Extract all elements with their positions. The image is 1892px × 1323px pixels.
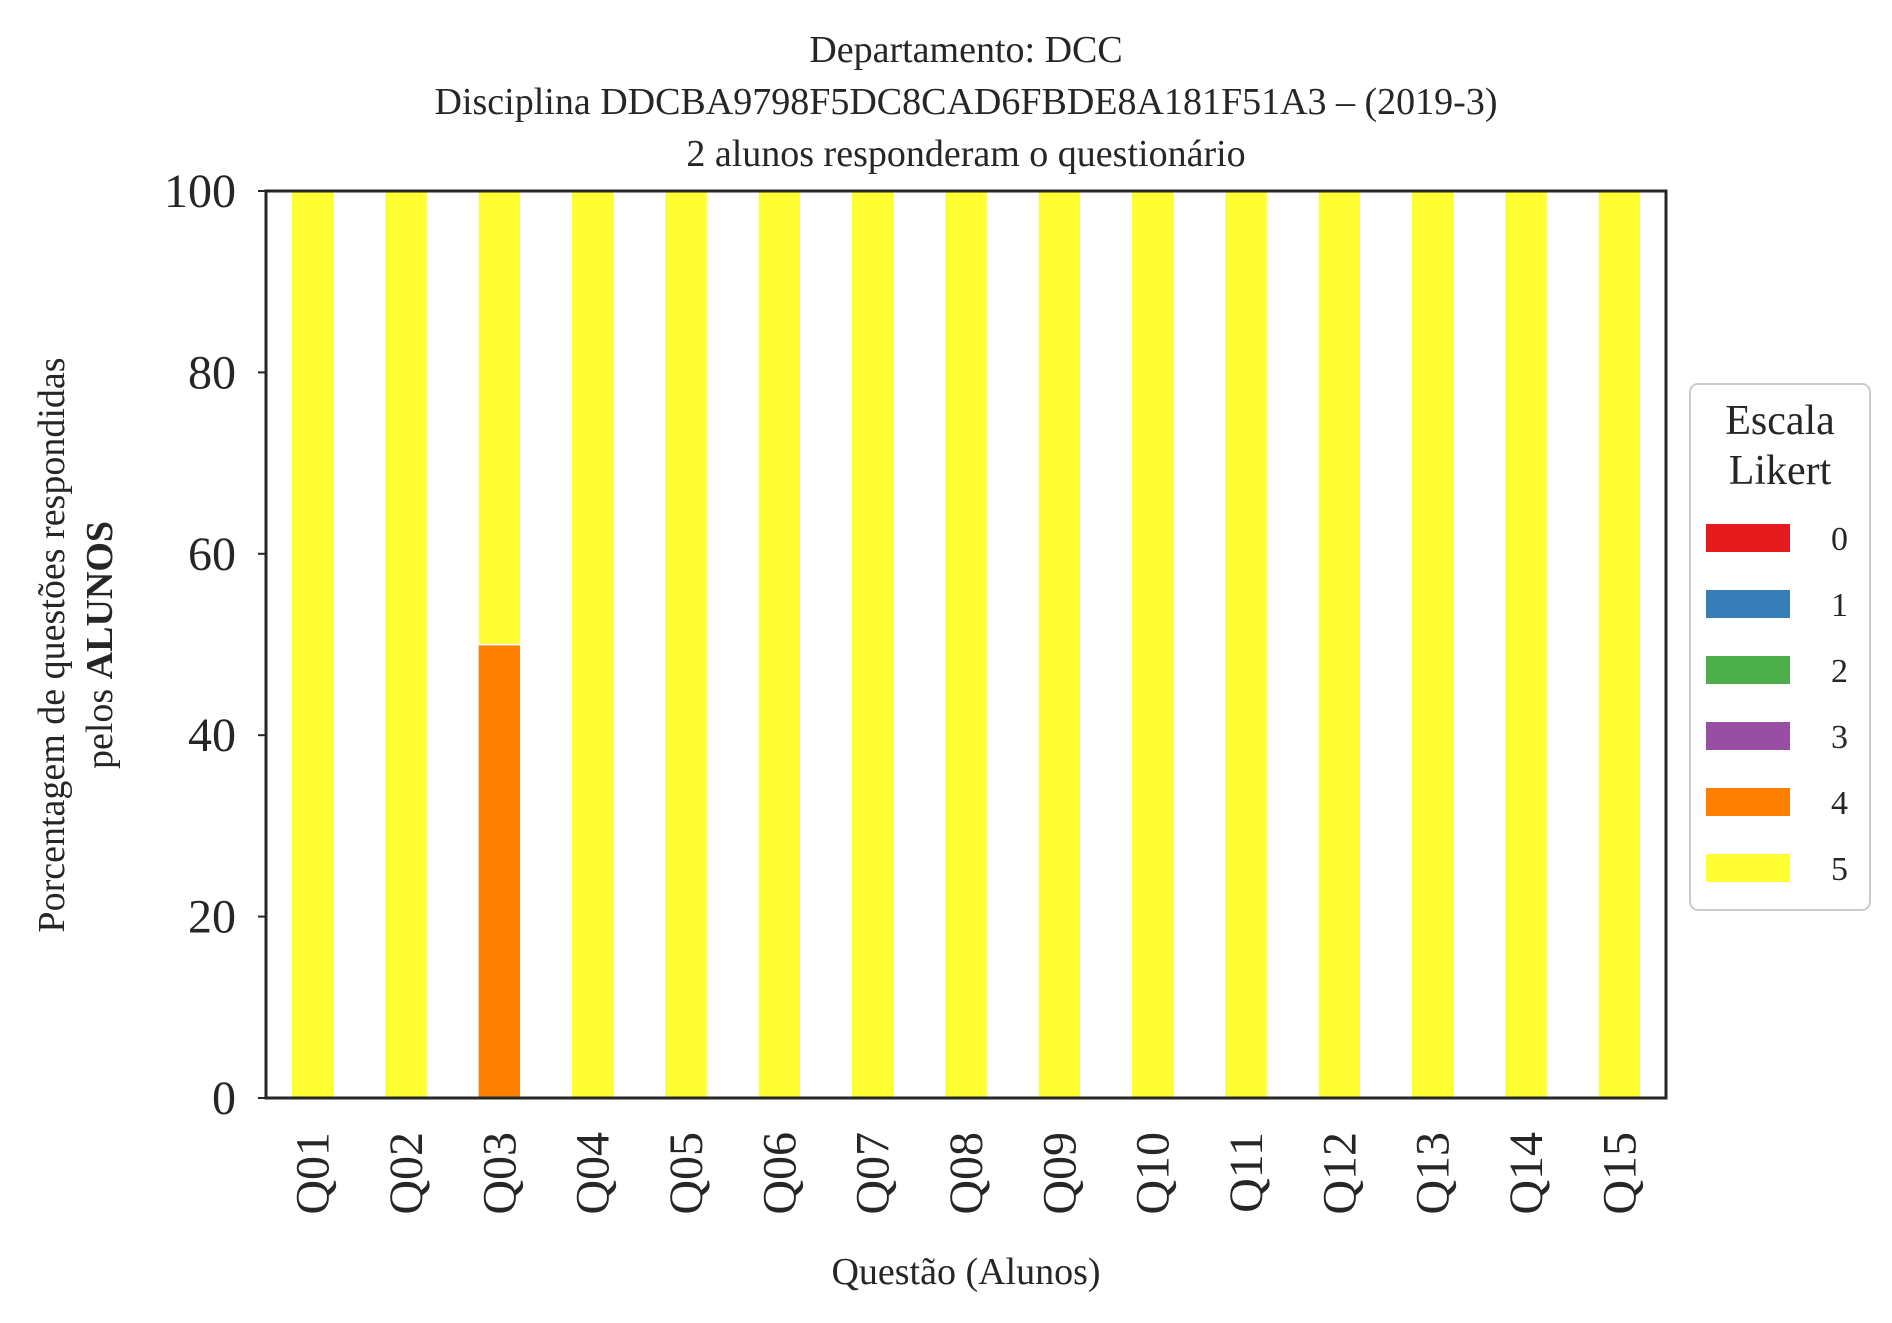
y-axis-label-prefix: pelos xyxy=(79,679,121,769)
bar-q01-likert-5 xyxy=(290,190,335,1099)
bar-q12-likert-5 xyxy=(1317,190,1362,1099)
legend-label-0: 0 xyxy=(1831,521,1848,558)
legend-swatch-2 xyxy=(1706,656,1790,684)
y-axis-label-line-1: Porcentagem de questões respondidas xyxy=(31,357,73,932)
y-tick-label: 80 xyxy=(188,346,236,399)
y-tick-label: 60 xyxy=(188,528,236,581)
x-tick-label-q10: Q10 xyxy=(1127,1132,1180,1215)
bar-q09-likert-5 xyxy=(1037,190,1082,1099)
y-axis-label-line-2: pelos ALUNOS xyxy=(79,521,121,769)
legend: Escala Likert 0 1 2 3 4 5 xyxy=(1689,383,1871,911)
legend-swatch-4 xyxy=(1706,788,1790,816)
x-axis-ticks: Q01 Q02 Q03 Q04 Q05 Q06 Q07 Q08 Q09 Q10 Q11 Q12 Q13 Q… xyxy=(287,1132,1647,1215)
bar-q08-likert-5 xyxy=(943,190,989,1099)
bar-q06-likert-5 xyxy=(757,190,802,1099)
x-tick-label-q15: Q15 xyxy=(1593,1132,1646,1215)
x-tick-label-q02: Q02 xyxy=(380,1132,433,1215)
legend-swatch-3 xyxy=(1706,722,1790,750)
y-axis-ticks: 0 20 40 60 80 100 xyxy=(164,165,266,1125)
bars-group xyxy=(290,190,1642,1099)
x-tick-label-q04: Q04 xyxy=(567,1132,620,1215)
chart-title: Departamento: DCC Disciplina DDCBA9798F5… xyxy=(435,29,1498,175)
plot-frame xyxy=(264,189,1668,1100)
bar-q03-likert-4 xyxy=(477,643,522,1099)
x-tick-label-q03: Q03 xyxy=(473,1132,526,1215)
bar-q10-likert-5 xyxy=(1130,190,1175,1099)
bar-q11-likert-5 xyxy=(1223,190,1269,1099)
legend-box xyxy=(1689,383,1871,911)
x-tick-label-q09: Q09 xyxy=(1033,1132,1086,1215)
legend-title-line-1: Escala xyxy=(1725,398,1835,444)
y-axis-label-bold: ALUNOS xyxy=(79,521,121,679)
title-line-1: Departamento: DCC xyxy=(809,29,1122,71)
x-tick-label-q05: Q05 xyxy=(660,1132,713,1215)
legend-swatch-5 xyxy=(1706,854,1790,882)
legend-swatch-1 xyxy=(1706,590,1790,618)
legend-items: 0 1 2 3 4 5 xyxy=(1706,521,1848,888)
y-tick-label: 20 xyxy=(188,891,236,944)
x-tick-label-q01: Q01 xyxy=(287,1132,340,1215)
bar-q04-likert-5 xyxy=(570,190,615,1099)
legend-title-line-2: Likert xyxy=(1729,448,1832,494)
y-axis-label: Porcentagem de questões respondidas pelo… xyxy=(31,357,121,932)
x-tick-label-q14: Q14 xyxy=(1500,1132,1553,1215)
legend-label-2: 2 xyxy=(1831,653,1848,690)
y-tick-label: 40 xyxy=(188,709,236,762)
bar-q07-likert-5 xyxy=(850,190,895,1099)
x-tick-label-q13: Q13 xyxy=(1407,1132,1460,1215)
bar-q05-likert-5 xyxy=(663,190,709,1099)
x-tick-label-q11: Q11 xyxy=(1220,1132,1273,1213)
bar-q13-likert-5 xyxy=(1410,190,1455,1099)
bar-q15-likert-5 xyxy=(1597,190,1642,1099)
legend-label-4: 4 xyxy=(1831,785,1848,822)
x-tick-label-q06: Q06 xyxy=(753,1132,806,1215)
x-tick-label-q07: Q07 xyxy=(847,1132,900,1215)
title-line-2: Disciplina DDCBA9798F5DC8CAD6FBDE8A181F5… xyxy=(435,81,1498,123)
title-line-3: 2 alunos responderam o questionário xyxy=(686,133,1245,175)
bar-q03-likert-5 xyxy=(477,190,522,646)
x-axis-label: Questão (Alunos) xyxy=(831,1251,1100,1293)
y-tick-label: 100 xyxy=(164,165,236,218)
legend-label-3: 3 xyxy=(1831,719,1848,756)
x-tick-label-q08: Q08 xyxy=(940,1132,993,1215)
bar-q02-likert-5 xyxy=(383,190,429,1099)
legend-swatch-0 xyxy=(1706,524,1790,552)
x-tick-label-q12: Q12 xyxy=(1313,1132,1366,1215)
y-tick-label: 0 xyxy=(212,1072,236,1125)
legend-label-1: 1 xyxy=(1831,587,1848,624)
bar-q14-likert-5 xyxy=(1503,190,1549,1099)
legend-label-5: 5 xyxy=(1831,851,1848,888)
